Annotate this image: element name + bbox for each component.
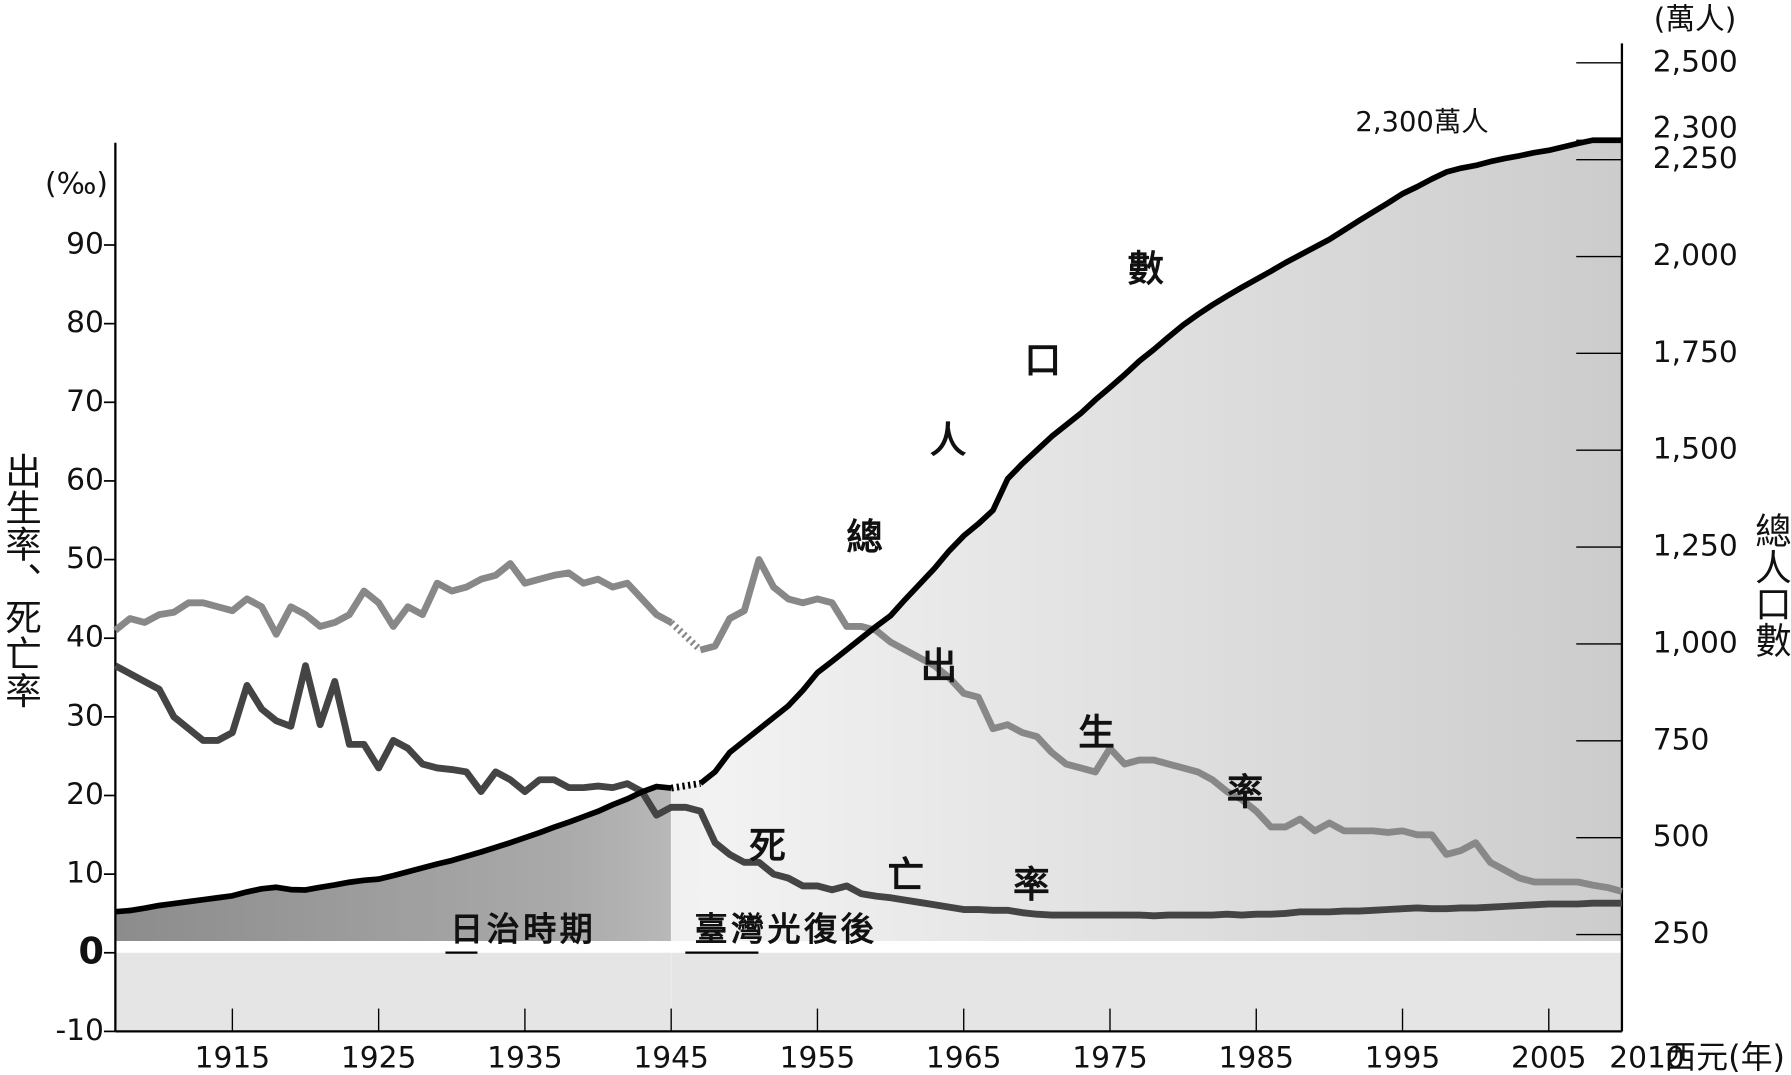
- x-tick-label: 1925: [341, 1040, 417, 1075]
- y2-tick-label: 2,300: [1653, 110, 1738, 145]
- annotation: 人: [930, 419, 967, 462]
- gap-connector: [668, 619, 703, 653]
- annotation: 數: [1127, 247, 1164, 290]
- population-area-group: [115, 140, 1622, 942]
- y-tick-label: 0: [79, 929, 104, 972]
- y2-tick-label: 2,500: [1653, 44, 1738, 79]
- x-tick-label: 1945: [633, 1040, 709, 1075]
- annotation: 2,300萬人: [1355, 107, 1488, 138]
- x-tick-label: 1985: [1218, 1040, 1294, 1075]
- y2-tick-label: 1,500: [1653, 432, 1738, 467]
- y-tick-label: 30: [66, 698, 104, 733]
- y-tick-label: 10: [66, 856, 104, 891]
- annotation: 臺灣光復後: [694, 909, 877, 948]
- series-line: [113, 662, 1622, 920]
- x-tick-label: 1915: [195, 1040, 271, 1075]
- x-tick-label: 1955: [780, 1040, 856, 1075]
- y-tick-label: 60: [66, 462, 104, 497]
- y-tick-label: 20: [66, 777, 104, 812]
- y-tick-label: 50: [66, 541, 104, 576]
- area-clip: [671, 140, 1622, 942]
- annotation: 出: [921, 645, 958, 688]
- y-tick-label: 80: [66, 305, 104, 340]
- y2-unit: (萬人): [1654, 2, 1737, 37]
- x-tick-label: 2005: [1511, 1040, 1587, 1075]
- y2-tick-label: 250: [1653, 916, 1710, 951]
- area-inner: [115, 786, 672, 942]
- area-inner: [671, 140, 1622, 942]
- y-tick-label: 70: [66, 384, 104, 419]
- series-line: [115, 137, 1622, 915]
- x-tick-label: 1995: [1365, 1040, 1441, 1075]
- annotation: 率: [1227, 770, 1264, 813]
- x-label: 西元(年): [1664, 1038, 1785, 1075]
- x-tick-label: 1935: [487, 1040, 563, 1075]
- y2-label: 總人口數: [1749, 512, 1791, 658]
- x-tick-label: 1965: [926, 1040, 1002, 1075]
- y-label: 出生率、死亡率: [0, 452, 42, 708]
- annotation: 生: [1078, 711, 1115, 754]
- annotation: 亡: [887, 854, 924, 897]
- below-zero-band: [115, 952, 1622, 1032]
- annotation: 率: [1013, 863, 1050, 906]
- y-unit: (‰): [45, 167, 108, 202]
- gap-connector: [670, 780, 701, 792]
- series-line: [113, 556, 1623, 895]
- y-tick-label: 40: [66, 620, 104, 655]
- y-tick-label: 90: [66, 227, 104, 262]
- y2-tick-label: 2,250: [1653, 141, 1738, 176]
- population-area: [115, 786, 672, 942]
- y2-tick-label: 1,000: [1653, 625, 1738, 660]
- x-tick-label: 2010: [1609, 1040, 1685, 1075]
- area-clip: [115, 786, 672, 942]
- annotation: 死: [749, 824, 786, 867]
- population-area: [671, 140, 1622, 942]
- y-tick-label: -10: [55, 1013, 104, 1048]
- x-tick-label: 1975: [1072, 1040, 1148, 1075]
- y2-tick-label: 1,250: [1653, 529, 1738, 564]
- annotation: 總: [846, 516, 883, 559]
- annotation: 日治時期: [450, 909, 596, 948]
- y2-tick-label: 750: [1653, 722, 1710, 757]
- y2-tick-label: 500: [1653, 819, 1710, 854]
- y2-tick-label: 2,000: [1653, 238, 1738, 273]
- y2-tick-label: 1,750: [1653, 335, 1738, 370]
- annotation: 口: [1025, 339, 1062, 382]
